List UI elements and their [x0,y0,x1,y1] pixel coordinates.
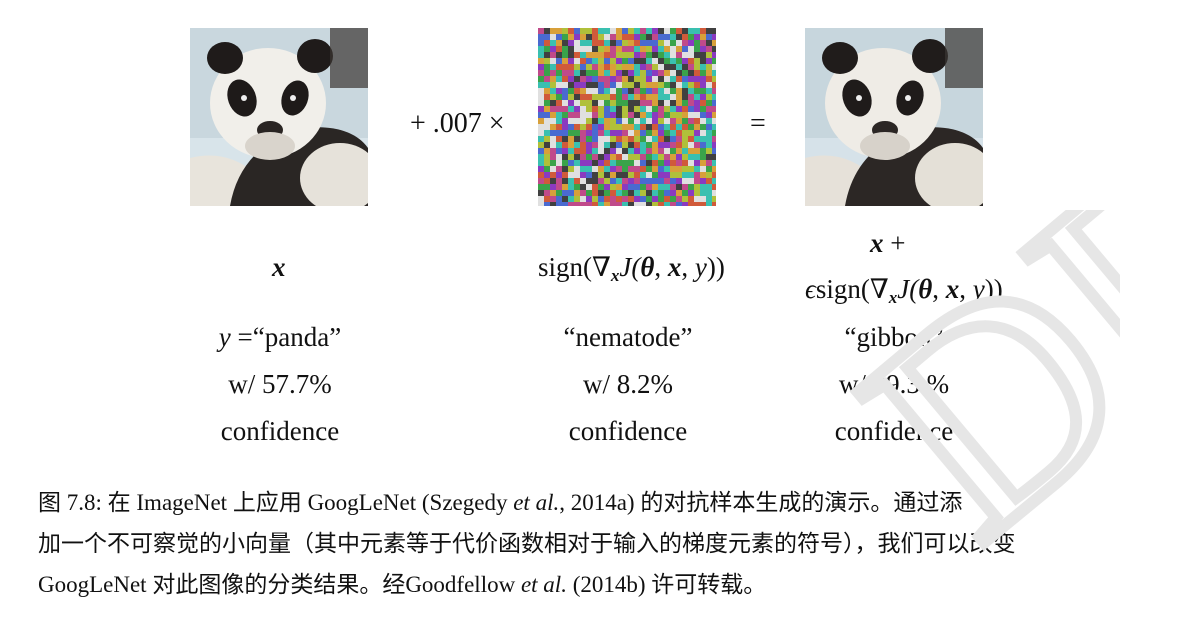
equals-operator: = [750,108,766,139]
panda-adversarial-image [805,28,983,206]
prediction-label-nematode: “nematode” [563,322,693,352]
adv-formula-line2: ϵsign(∇xJ(θ, x, y)) [805,274,1003,307]
confidence-value-nematode: w/ 8.2% [583,369,673,399]
adv-formula-line1: x + [870,228,906,258]
confidence-value-gibbon: w/ 99.3 % [838,369,950,399]
confidence-word-gibbon: confidence [834,416,954,446]
plus-times-operator: + .007 × [410,108,505,139]
adversarial-noise-image [538,28,716,206]
confidence-value-panda: w/ 57.7% [228,369,332,399]
x-label: x [272,252,286,282]
confidence-word-nematode: confidence [568,416,688,446]
figure-caption: 图 7.8: 在 ImageNet 上应用 GoogLeNet (Szegedy… [38,482,1158,605]
prediction-label-panda: y =“panda” [218,322,342,352]
caption-line-2: 加一个不可察觉的小向量（其中元素等于代价函数相对于输入的梯度元素的符号），我们可… [38,531,1016,556]
confidence-word-panda: confidence [220,416,340,446]
caption-line-3: GoogLeNet 对此图像的分类结果。经Goodfellow et al. (… [38,572,767,597]
caption-line-1: 图 7.8: 在 ImageNet 上应用 GoogLeNet (Szegedy… [38,490,963,515]
panda-original-image [190,28,368,206]
prediction-label-gibbon: “gibbon” [844,322,944,352]
noise-formula: sign(∇xJ(θ, x, y)) [538,252,725,285]
